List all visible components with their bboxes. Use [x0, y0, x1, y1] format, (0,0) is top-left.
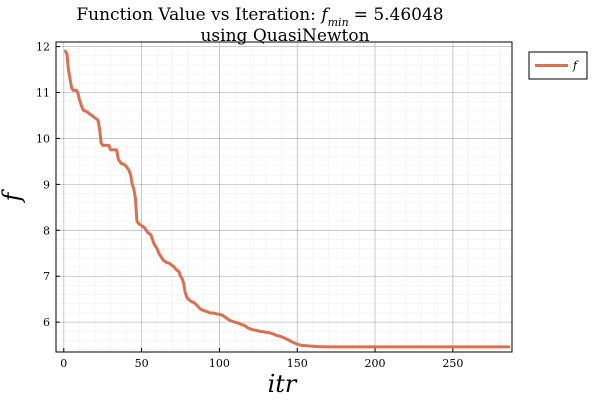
legend-label-f: f: [572, 59, 579, 72]
y-tick-label: 8: [43, 224, 50, 237]
chart-title-line1: Function Value vs Iteration: fmin = 5.460…: [76, 5, 443, 29]
chart-title-line2: using QuasiNewton: [200, 26, 369, 46]
legend: f: [528, 51, 588, 80]
plot-frame: [55, 41, 513, 353]
y-tick-label: 6: [43, 316, 50, 329]
x-tick-label: 200: [365, 357, 386, 370]
series-layer: [63, 49, 511, 349]
y-tick-label: 11: [36, 87, 50, 100]
series-line-f: [63, 49, 511, 349]
major-grid: [56, 42, 512, 352]
x-tick-label: 150: [287, 357, 308, 370]
x-tick-label: 50: [135, 357, 149, 370]
x-axis-label: itr: [268, 370, 298, 398]
y-tick-label: 9: [43, 178, 50, 191]
y-tick-label: 12: [36, 41, 50, 54]
y-tick-label: 7: [43, 270, 50, 283]
x-tick-label: 250: [442, 357, 463, 370]
axis-ticks: 0 50 100 150 200 250 6 7 8 9 10 11 12: [36, 41, 463, 370]
plot-area: 0 50 100 150 200 250 6 7 8 9 10 11 12: [36, 41, 513, 370]
x-tick-label: 0: [60, 357, 67, 370]
x-tick-label: 100: [209, 357, 230, 370]
y-tick-label: 10: [36, 132, 50, 145]
